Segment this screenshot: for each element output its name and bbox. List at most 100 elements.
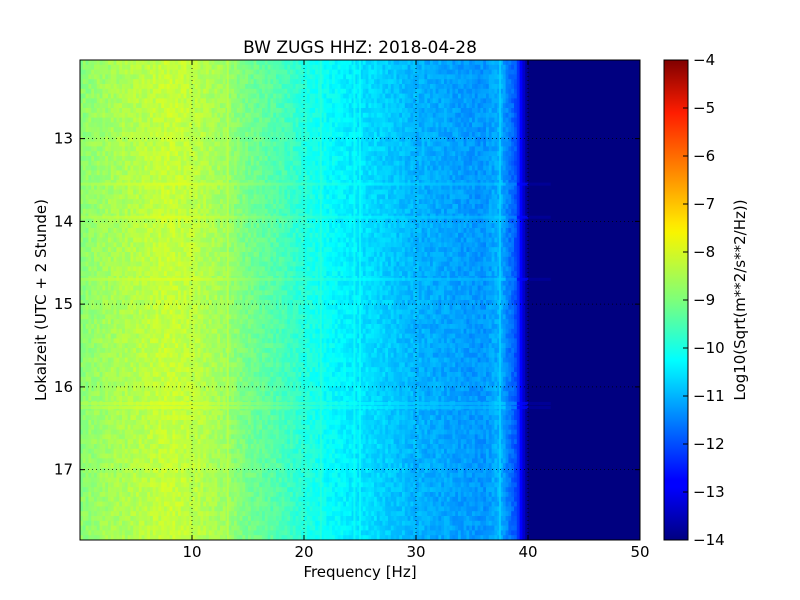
heatmap-cell	[508, 60, 512, 66]
heatmap-cell	[399, 79, 403, 85]
heatmap-cell	[365, 136, 369, 142]
heatmap-cell	[161, 136, 165, 142]
heatmap-cell	[206, 88, 210, 94]
heatmap-cell	[248, 93, 252, 99]
heatmap-cell	[320, 117, 324, 123]
heatmap-cell	[119, 88, 123, 94]
heatmap-cell	[581, 69, 585, 75]
heatmap-cell	[402, 60, 406, 66]
heatmap-cell	[85, 160, 89, 166]
heatmap-cell	[508, 88, 512, 94]
heatmap-cell	[446, 69, 450, 75]
heatmap-cell	[488, 112, 492, 118]
heatmap-cell	[466, 151, 470, 157]
heatmap-cell	[393, 122, 397, 128]
heatmap-cell	[575, 141, 579, 147]
heatmap-cell	[497, 108, 501, 114]
heatmap-cell	[382, 112, 386, 118]
heatmap-cell	[250, 93, 254, 99]
heatmap-cell	[343, 122, 347, 128]
heatmap-cell	[180, 151, 184, 157]
heatmap-cell	[175, 84, 179, 90]
heatmap-cell	[480, 151, 484, 157]
heatmap-cell	[130, 74, 134, 80]
heatmap-cell	[264, 88, 268, 94]
heatmap-cell	[609, 88, 613, 94]
heatmap-cell	[600, 127, 604, 133]
heatmap-cell	[91, 112, 95, 118]
heatmap-cell	[589, 103, 593, 109]
heatmap-cell	[430, 136, 434, 142]
heatmap-cell	[544, 98, 548, 104]
heatmap-cell	[80, 64, 84, 70]
heatmap-cell	[368, 127, 372, 133]
heatmap-cell	[278, 132, 282, 138]
heatmap-cell	[102, 108, 106, 114]
heatmap-cell	[528, 146, 532, 152]
heatmap-cell	[110, 136, 114, 142]
heatmap-cell	[110, 156, 114, 162]
heatmap-cell	[99, 60, 103, 66]
heatmap-cell	[130, 165, 134, 171]
heatmap-cell	[614, 108, 618, 114]
heatmap-cell	[239, 79, 243, 85]
heatmap-cell	[234, 160, 238, 166]
heatmap-cell	[421, 136, 425, 142]
heatmap-cell	[488, 93, 492, 99]
heatmap-cell	[351, 74, 355, 80]
heatmap-cell	[477, 84, 481, 90]
heatmap-cell	[418, 122, 422, 128]
heatmap-cell	[444, 98, 448, 104]
heatmap-cell	[637, 79, 640, 85]
heatmap-cell	[567, 156, 571, 162]
heatmap-cell	[116, 112, 120, 118]
heatmap-cell	[256, 117, 260, 123]
heatmap-cell	[539, 160, 543, 166]
heatmap-cell	[105, 175, 109, 181]
heatmap-cell	[301, 127, 305, 133]
heatmap-cell	[155, 132, 159, 138]
heatmap-cell	[197, 117, 201, 123]
heatmap-cell	[150, 146, 154, 152]
heatmap-cell	[343, 112, 347, 118]
heatmap-cell	[127, 88, 131, 94]
heatmap-cell	[410, 132, 414, 138]
heatmap-cell	[472, 69, 476, 75]
heatmap-cell	[197, 64, 201, 70]
heatmap-cell	[315, 60, 319, 66]
heatmap-cell	[351, 108, 355, 114]
heatmap-cell	[634, 156, 638, 162]
heatmap-cell	[578, 160, 582, 166]
heatmap-cell	[189, 103, 193, 109]
heatmap-cell	[603, 79, 607, 85]
heatmap-cell	[407, 141, 411, 147]
heatmap-cell	[556, 165, 560, 171]
heatmap-cell	[542, 136, 546, 142]
heatmap-cell	[354, 74, 358, 80]
heatmap-cell	[600, 79, 604, 85]
heatmap-cell	[402, 112, 406, 118]
heatmap-cell	[522, 127, 526, 133]
heatmap-cell	[99, 64, 103, 70]
heatmap-cell	[404, 160, 408, 166]
heatmap-cell	[466, 136, 470, 142]
heatmap-cell	[416, 93, 420, 99]
heatmap-cell	[432, 64, 436, 70]
heatmap-cell	[536, 175, 540, 181]
heatmap-cell	[231, 170, 235, 176]
heatmap-cell	[362, 117, 366, 123]
heatmap-cell	[374, 108, 378, 114]
heatmap-cell	[180, 93, 184, 99]
heatmap-cell	[295, 156, 299, 162]
heatmap-cell	[396, 132, 400, 138]
heatmap-cell	[500, 170, 504, 176]
heatmap-cell	[278, 103, 282, 109]
heatmap-cell	[214, 165, 218, 171]
heatmap-cell	[480, 64, 484, 70]
heatmap-cell	[628, 79, 632, 85]
heatmap-cell	[390, 69, 394, 75]
heatmap-cell	[236, 60, 240, 66]
heatmap-cell	[180, 132, 184, 138]
heatmap-cell	[483, 170, 487, 176]
heatmap-cell	[368, 79, 372, 85]
